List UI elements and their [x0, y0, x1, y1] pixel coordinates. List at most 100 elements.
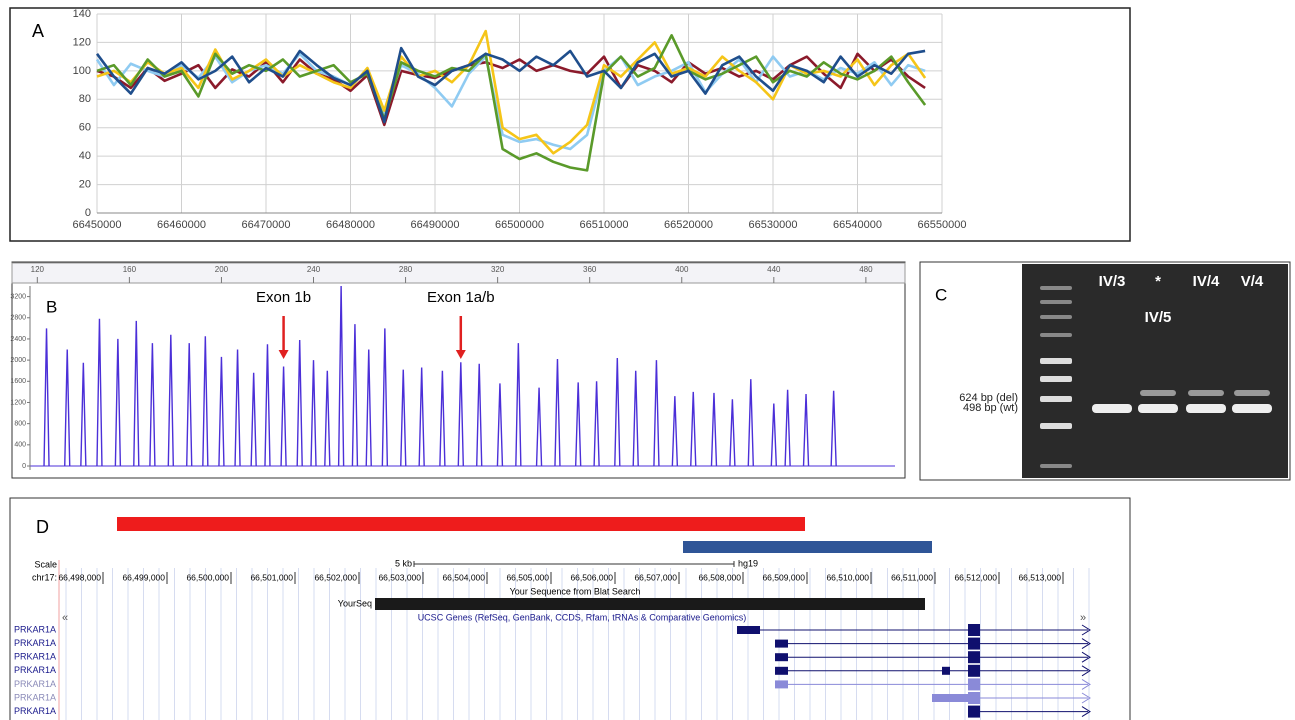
y-tick-label: 800: [14, 420, 26, 427]
band-label: 498 bp (wt): [963, 402, 1018, 414]
gene-name: PRKAR1A: [14, 679, 56, 689]
gene-exon: [775, 667, 788, 675]
coord-label: 66,504,000: [442, 572, 485, 582]
x-tick-label: 66530000: [749, 219, 798, 231]
panel-label: C: [935, 285, 947, 304]
x-tick-label: 200: [215, 265, 229, 274]
x-tick-label: 66450000: [73, 219, 122, 231]
scale-label: Scale: [34, 559, 57, 569]
coord-label: 66,511,000: [891, 572, 933, 582]
y-tick-label: 20: [79, 178, 91, 190]
x-tick-label: 360: [583, 265, 597, 274]
y-tick-label: 1200: [10, 399, 26, 406]
gene-exon: [775, 640, 788, 648]
gel-band: [1138, 404, 1178, 413]
blat-hit: [375, 598, 925, 610]
gene-exon: [775, 653, 788, 661]
panel-label: A: [32, 21, 44, 41]
x-tick-label: 66500000: [495, 219, 544, 231]
y-tick-label: 60: [79, 122, 91, 134]
figure: A 0 20 40 60 80 100 120 140 66450000 66460000 66470…: [0, 0, 1295, 720]
gene-exon: [942, 667, 950, 675]
lane-label: V/4: [1241, 273, 1264, 290]
annotation: Exon 1a/b: [427, 289, 495, 306]
gene-exon: [968, 706, 980, 718]
x-tick-label: 66470000: [242, 219, 291, 231]
coord-label: 66,503,000: [378, 572, 421, 582]
lane-label: IV/4: [1193, 273, 1220, 290]
gene-name: PRKAR1A: [14, 652, 56, 662]
y-tick-label: 80: [79, 93, 91, 105]
x-tick-label: 66520000: [664, 219, 713, 231]
coord-label: 66,505,000: [506, 572, 549, 582]
x-tick-label: 66490000: [411, 219, 460, 231]
gel-band: [1188, 390, 1224, 396]
panel-label: D: [36, 517, 49, 537]
x-tick-label: 400: [675, 265, 689, 274]
gene-exon: [968, 665, 980, 677]
gene-name: PRKAR1A: [14, 638, 56, 648]
gene-exon: [775, 680, 788, 688]
ladder-band: [1040, 423, 1072, 429]
y-tick-label: 0: [85, 207, 91, 219]
gel-band: [1186, 404, 1226, 413]
y-tick-label: 2800: [10, 315, 26, 322]
y-tick-label: 120: [73, 36, 91, 48]
coord-label: 66,506,000: [570, 572, 613, 582]
scale-text: 5 kb: [395, 558, 412, 568]
gene-exon: [968, 678, 980, 690]
x-tick-label: 240: [307, 265, 321, 274]
y-tick-label: 2000: [10, 357, 26, 364]
x-tick-label: 66460000: [157, 219, 206, 231]
y-tick-label: 140: [73, 8, 91, 20]
coord-label: 66,498,000: [58, 572, 101, 582]
coord-label: 66,507,000: [634, 572, 677, 582]
gel-image: [1022, 264, 1288, 478]
ladder-band: [1040, 396, 1072, 402]
blat-title: Your Sequence from Blat Search: [510, 586, 641, 596]
ladder-band: [1040, 286, 1072, 290]
gel-band: [1232, 404, 1272, 413]
ladder-band: [1040, 376, 1072, 382]
coord-label: 66,500,000: [186, 572, 229, 582]
panel-a-frame: [10, 8, 1130, 241]
x-tick-label: 66480000: [326, 219, 375, 231]
y-tick-label: 100: [73, 65, 91, 77]
gene-exon: [968, 638, 980, 650]
x-tick-label: 160: [123, 265, 137, 274]
gene-exon: [968, 624, 980, 636]
ladder-band: [1040, 464, 1072, 468]
red-region: [117, 517, 805, 531]
y-tick-label: 40: [79, 150, 91, 162]
blat-name: YourSeq: [338, 598, 372, 608]
gel-band: [1234, 390, 1270, 396]
gene-name: PRKAR1A: [14, 692, 56, 702]
assembly: hg19: [738, 558, 758, 568]
coord-label: 66,513,000: [1018, 572, 1061, 582]
y-tick-label: 400: [14, 442, 26, 449]
annotation: Exon 1b: [256, 289, 311, 306]
x-tick-label: 66540000: [833, 219, 882, 231]
x-tick-label: 120: [31, 265, 45, 274]
x-tick-label: 66550000: [918, 219, 967, 231]
gene-name: PRKAR1A: [14, 706, 56, 716]
coord-label: 66,509,000: [762, 572, 805, 582]
coord-label: 66,508,000: [698, 572, 741, 582]
y-tick-label: 3200: [10, 293, 26, 300]
blue-region: [683, 541, 932, 553]
coord-label: 66,510,000: [826, 572, 869, 582]
y-tick-label: 2400: [10, 336, 26, 343]
x-tick-label: 320: [491, 265, 505, 274]
lane-sublabel: IV/5: [1145, 309, 1172, 326]
panel-label: B: [46, 297, 57, 316]
gene-exon: [968, 651, 980, 663]
lane-label: IV/3: [1099, 273, 1126, 290]
chrom-label: chr17:: [32, 572, 57, 582]
x-tick-label: 66510000: [580, 219, 629, 231]
ladder-band: [1040, 358, 1072, 364]
gene-exon: [737, 626, 760, 634]
lane-label: *: [1155, 273, 1161, 290]
x-tick-label: 480: [859, 265, 873, 274]
gene-name: PRKAR1A: [14, 624, 56, 634]
y-tick-label: 1600: [10, 378, 26, 385]
